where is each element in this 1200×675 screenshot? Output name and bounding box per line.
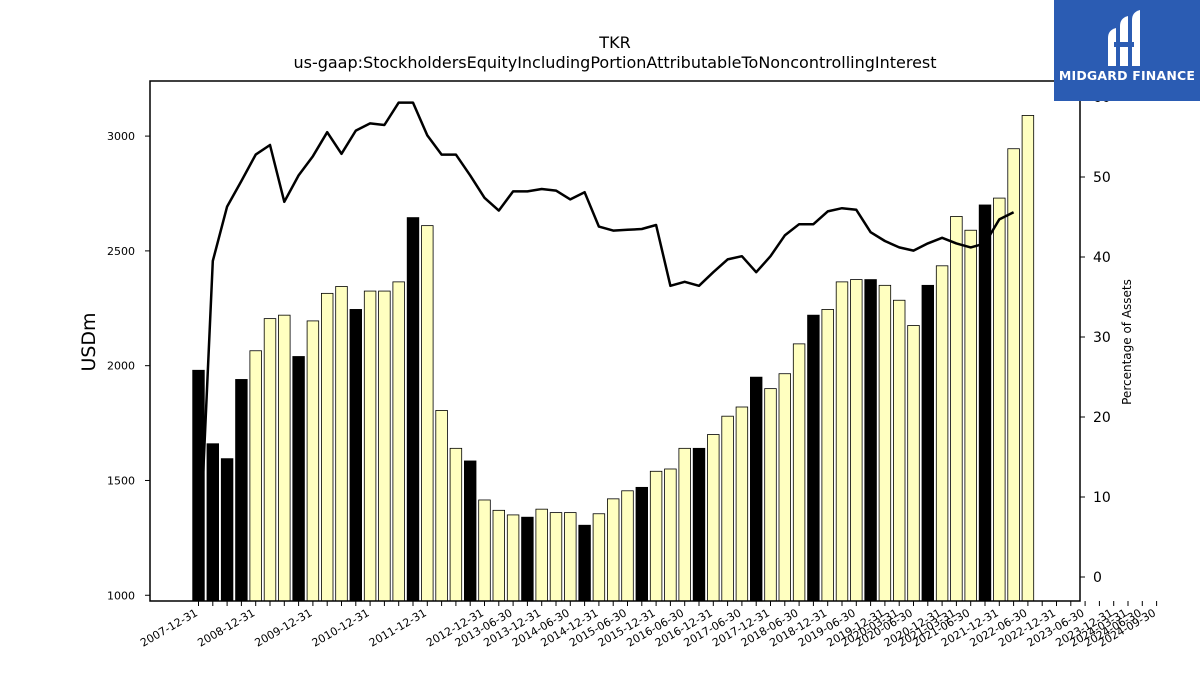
line-series xyxy=(197,101,1015,578)
bar xyxy=(721,415,734,602)
bar xyxy=(864,279,877,602)
bar xyxy=(292,356,305,602)
bar xyxy=(893,299,906,602)
percentage-line xyxy=(197,101,1015,578)
bar xyxy=(792,343,806,602)
bar xyxy=(678,447,691,602)
bar xyxy=(607,498,620,602)
bar xyxy=(821,309,834,602)
bar xyxy=(492,509,506,602)
y-tick-label: 2500 xyxy=(107,245,135,258)
bar xyxy=(1007,148,1020,602)
bar xyxy=(850,279,863,602)
bar xyxy=(664,468,677,602)
bar xyxy=(335,286,348,602)
y-axis-ticks: 1000 1500 2000 2500 3000 xyxy=(107,130,150,602)
bar xyxy=(707,434,720,602)
y2-tick-label: 50 xyxy=(1093,170,1111,186)
bar xyxy=(1021,115,1035,602)
bar xyxy=(435,410,448,602)
y2-tick-label: 20 xyxy=(1093,410,1111,426)
bar xyxy=(220,458,234,602)
x-axis-ticks: 2007-12-312008-12-312009-12-312010-12-31… xyxy=(138,601,1158,650)
x-tick-label: 2011-12-31 xyxy=(367,606,429,649)
logo-text: MIDGARD FINANCE xyxy=(1058,68,1196,83)
bar xyxy=(950,216,963,602)
bar xyxy=(692,447,706,602)
y2-tick-label: 10 xyxy=(1093,490,1111,506)
midgard-logo-icon xyxy=(1108,10,1140,66)
plot-frame xyxy=(149,80,1081,602)
bar xyxy=(463,460,477,602)
bar-series xyxy=(192,115,1035,602)
bar xyxy=(649,470,663,602)
bar xyxy=(750,376,763,602)
bar xyxy=(406,217,420,602)
brand-logo: MIDGARD FINANCE xyxy=(1054,0,1200,101)
bar xyxy=(506,514,520,602)
y-tick-label: 1500 xyxy=(107,474,135,487)
bar xyxy=(735,406,749,602)
chart-title: TKR xyxy=(598,33,630,52)
bar xyxy=(478,499,491,602)
x-tick-label: 2008-12-31 xyxy=(195,606,257,649)
bar xyxy=(578,524,591,602)
bar xyxy=(592,513,606,602)
bar xyxy=(978,204,992,602)
y-tick-label: 2000 xyxy=(107,360,135,373)
x-tick-label: 2010-12-31 xyxy=(310,606,372,649)
bar xyxy=(278,314,291,602)
y2-axis-ticks: 0102030405060 xyxy=(1080,90,1111,586)
bar xyxy=(878,284,892,602)
bar xyxy=(621,490,634,602)
bar xyxy=(921,284,935,602)
bar xyxy=(349,309,363,602)
y2-tick-label: 30 xyxy=(1093,330,1111,346)
bar xyxy=(964,229,977,602)
bar xyxy=(378,290,391,602)
y2-tick-label: 40 xyxy=(1093,250,1111,266)
chart-subtitle: us-gaap:StockholdersEquityIncludingPorti… xyxy=(293,53,936,72)
y-axis-label: USDm xyxy=(78,312,100,371)
bar xyxy=(935,265,949,602)
y-tick-label: 1000 xyxy=(107,589,135,602)
bar xyxy=(564,512,577,602)
bar xyxy=(635,486,649,602)
bar xyxy=(549,512,563,602)
x-tick-label: 2009-12-31 xyxy=(253,606,315,649)
bar xyxy=(263,318,277,602)
bar xyxy=(363,290,377,602)
bar xyxy=(764,388,777,602)
bar xyxy=(249,350,262,602)
bar xyxy=(993,197,1006,602)
bar xyxy=(449,447,463,602)
bar xyxy=(206,443,220,602)
bar xyxy=(235,379,248,602)
bar xyxy=(320,292,334,602)
bar xyxy=(807,314,820,602)
bar xyxy=(392,281,405,602)
bar xyxy=(421,225,434,602)
bar xyxy=(306,320,320,602)
x-tick-label: 2007-12-31 xyxy=(138,606,200,649)
bar xyxy=(907,325,920,602)
y-tick-label: 3000 xyxy=(107,130,135,143)
y2-tick-label: 0 xyxy=(1093,570,1102,586)
bar xyxy=(778,373,792,602)
bar xyxy=(521,516,534,602)
y2-axis-label: Percentage of Assets xyxy=(1120,279,1134,405)
bar xyxy=(835,281,849,602)
bar xyxy=(535,508,548,602)
